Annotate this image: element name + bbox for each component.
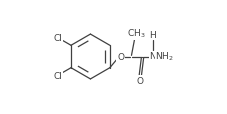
- Text: O: O: [136, 76, 143, 85]
- Text: CH$_3$: CH$_3$: [126, 27, 145, 40]
- Text: NH$_2$: NH$_2$: [155, 50, 173, 63]
- Text: Cl: Cl: [53, 71, 62, 80]
- Text: H: H: [149, 31, 155, 40]
- Text: N: N: [149, 52, 155, 61]
- Text: Cl: Cl: [53, 34, 62, 43]
- Text: O: O: [117, 53, 124, 61]
